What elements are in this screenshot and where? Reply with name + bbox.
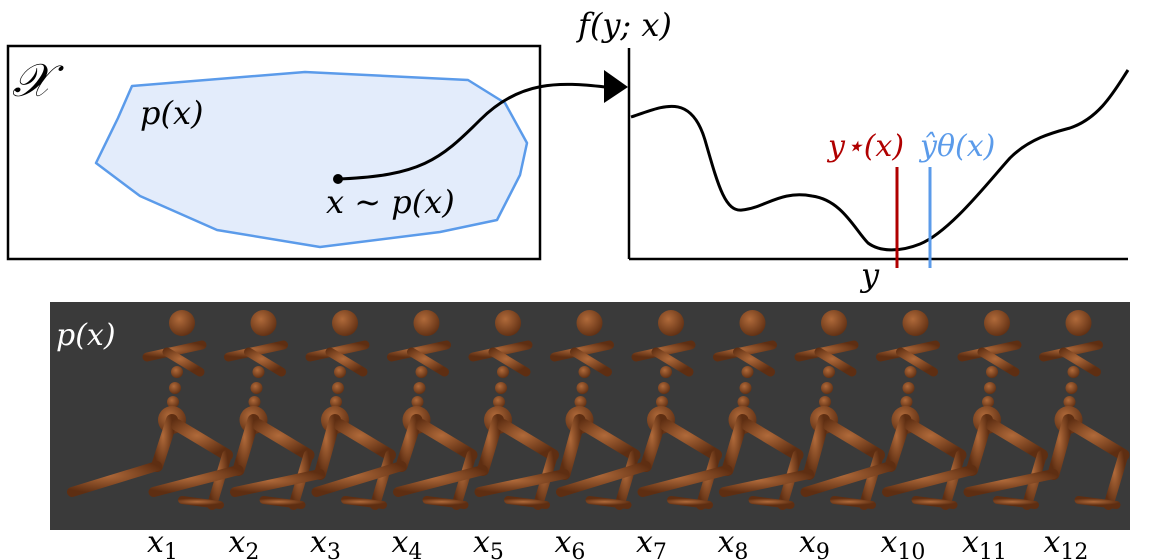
y-axis-label: f(y; x) (576, 6, 672, 44)
samples-panel-label: p(x) (56, 318, 116, 353)
sample-label: x11 (962, 525, 1007, 560)
pose-figure (637, 310, 804, 510)
pose-figure (474, 310, 641, 510)
mapping-arrow (337, 70, 628, 181)
sample-label: x8 (718, 525, 749, 560)
pose-figure (311, 310, 478, 510)
sample-label: x10 (881, 525, 926, 560)
sample-label: x1 (147, 525, 178, 560)
sample-label: x4 (392, 525, 423, 560)
pose-figure (800, 310, 967, 510)
pose-figure (67, 310, 233, 510)
sample-label: x ∼ p(x) (326, 183, 455, 221)
optimum-label: y⋆(x) (826, 129, 904, 164)
input-space-panel: 𝒳 p(x) x ∼ p(x) (6, 44, 542, 261)
sample-labels: x1 x2 x3 x4 x5 x6 x7 x8 x9 x10 x11 x12 (147, 525, 1088, 560)
pose-figure (963, 310, 1130, 510)
sample-label: x2 (229, 525, 260, 560)
distribution-region (94, 70, 529, 249)
pose-figure (719, 310, 885, 510)
sample-label: x3 (310, 525, 341, 560)
sample-label: x6 (555, 525, 586, 560)
prediction-label: ŷθ(x) (918, 129, 995, 164)
pose-figure (148, 310, 315, 510)
pose-figure (393, 310, 559, 510)
sample-label: x7 (636, 525, 667, 560)
samples-panel: p(x) x1 x2 x3 x4 x5 x6 x7 x8 x9 x10 x11 x12 (50, 302, 1130, 560)
pose-figure (230, 310, 396, 510)
region-label: p(x) (140, 94, 204, 132)
pose-figure (882, 310, 1048, 510)
sample-label: x12 (1044, 525, 1089, 560)
x-axis-label: y (859, 256, 880, 294)
objective-panel: f(y; x) y y⋆(x) ŷθ(x) (576, 6, 1130, 294)
sample-label: x5 (473, 525, 504, 560)
objective-curve (630, 69, 1130, 252)
pose-figures (67, 310, 1130, 510)
sample-label: x9 (799, 525, 830, 560)
arrow-head (604, 70, 628, 103)
pose-figure (556, 310, 722, 510)
